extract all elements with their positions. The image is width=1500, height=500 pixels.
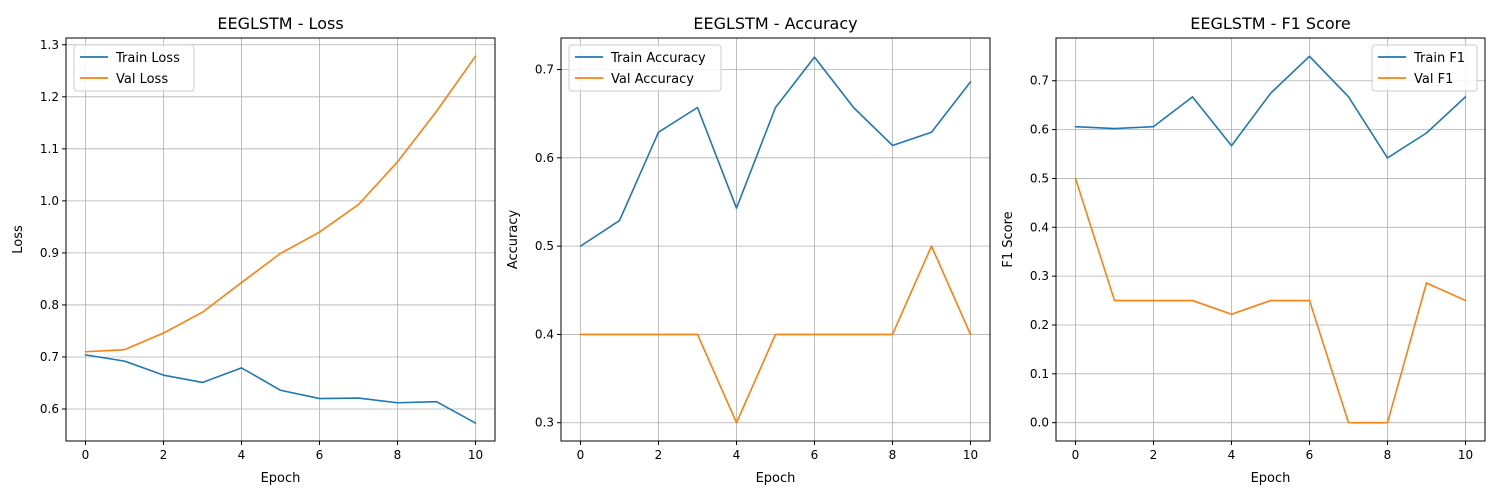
y-tick-label: 0.2 (1030, 318, 1049, 332)
y-axis-label: Accuracy (506, 210, 521, 270)
y-tick-label: 0.6 (535, 151, 554, 165)
x-tick-label: 8 (1384, 448, 1392, 462)
x-tick-label: 10 (963, 448, 978, 462)
y-tick-label: 0.7 (40, 350, 59, 364)
legend-box (568, 44, 722, 92)
x-tick-label: 6 (1306, 448, 1314, 462)
y-tick-label: 0.7 (1030, 74, 1049, 88)
x-axis-label: Epoch (261, 471, 301, 486)
x-tick-label: 0 (577, 448, 585, 462)
series-line-train-f1 (1074, 55, 1467, 159)
x-tick-label: 8 (394, 448, 402, 462)
series-line-val-loss (84, 55, 477, 353)
x-tick-label: 0 (82, 448, 90, 462)
x-tick-label: 6 (316, 448, 324, 462)
x-tick-label: 0 (1072, 448, 1080, 462)
legend: Train F1 Val F1 (1371, 44, 1478, 92)
y-tick-label: 0.5 (535, 239, 554, 253)
legend-entry: Val F1 (1414, 72, 1453, 87)
legend-entry: Val Loss (116, 72, 168, 87)
chart-title: EEGLSTM - F1 Score (1190, 14, 1351, 33)
y-tick-label: 0.3 (535, 416, 554, 430)
chart-title: EEGLSTM - Loss (217, 14, 343, 33)
y-tick-label: 1.0 (40, 194, 59, 208)
y-tick-label: 0.0 (1030, 416, 1049, 430)
y-tick-label: 0.4 (1030, 220, 1049, 234)
legend-entry: Train Accuracy (610, 51, 706, 66)
legend: Train Accuracy Val Accuracy (568, 44, 722, 92)
x-tick-label: 2 (160, 448, 168, 462)
x-tick-label: 10 (468, 448, 483, 462)
x-tick-label: 2 (655, 448, 663, 462)
y-tick-label: 0.5 (1030, 171, 1049, 185)
y-tick-label: 1.2 (40, 90, 59, 104)
y-tick-label: 0.1 (1030, 367, 1049, 381)
y-tick-label: 0.6 (1030, 123, 1049, 137)
series-line-val-accuracy (579, 245, 972, 424)
y-tick-label: 0.3 (1030, 269, 1049, 283)
x-tick-label: 10 (1458, 448, 1473, 462)
x-tick-label: 8 (889, 448, 897, 462)
chart-title: EEGLSTM - Accuracy (693, 14, 857, 33)
y-axis-label: F1 Score (1001, 211, 1016, 267)
x-tick-label: 4 (1228, 448, 1236, 462)
legend-entry: Train F1 (1413, 51, 1465, 66)
x-axis-label: Epoch (756, 471, 796, 486)
y-tick-label: 0.7 (535, 63, 554, 77)
legend-entry: Train Loss (115, 51, 180, 66)
series-line-val-f1 (1074, 177, 1467, 424)
chart-panel-0: 0 2 4 6 8 10 0.6 0.7 0.8 0.9 1.0 1.1 1.2 1.3 EEGLSTM -… (11, 14, 496, 486)
x-axis-label: Epoch (1251, 471, 1291, 486)
legend-entry: Val Accuracy (611, 72, 694, 87)
y-tick-label: 0.6 (40, 402, 59, 416)
y-tick-label: 0.4 (535, 327, 554, 341)
plot-frame (560, 37, 991, 442)
plot-frame (1055, 37, 1486, 442)
legend: Train Loss Val Loss (73, 44, 195, 92)
x-tick-label: 6 (811, 448, 819, 462)
y-tick-label: 1.3 (40, 38, 59, 52)
y-tick-label: 0.8 (40, 298, 59, 312)
x-tick-label: 4 (733, 448, 741, 462)
y-tick-label: 0.9 (40, 246, 59, 260)
series-line-train-accuracy (579, 56, 972, 247)
plot-frame (65, 37, 496, 442)
chart-panel-1: 0 2 4 6 8 10 0.3 0.4 0.5 0.6 0.7 EEGLSTM - Accuracy… (506, 14, 991, 486)
x-tick-label: 4 (238, 448, 246, 462)
chart-panel-2: 0 2 4 6 8 10 0.0 0.1 0.2 0.3 0.4 0.5 0.6 0.7 EEGLSTM -… (1001, 14, 1486, 486)
y-axis-label: Loss (11, 225, 26, 254)
y-tick-label: 1.1 (40, 142, 59, 156)
series-line-train-loss (84, 354, 477, 424)
x-tick-label: 2 (1150, 448, 1158, 462)
